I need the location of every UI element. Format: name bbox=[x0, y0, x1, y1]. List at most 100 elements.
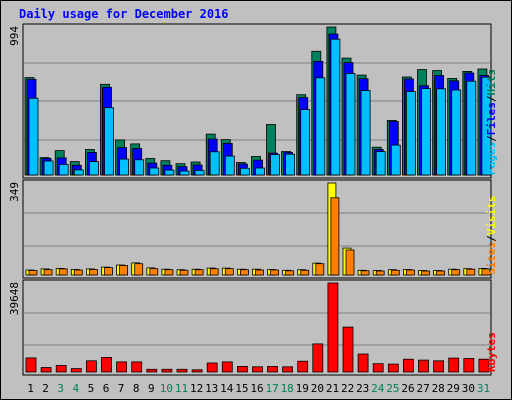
day-label-3: 3 bbox=[57, 382, 64, 395]
day-label-12: 12 bbox=[190, 382, 203, 395]
bar-pages-day-9 bbox=[149, 167, 160, 176]
bar-sites-day-6 bbox=[104, 267, 113, 276]
bar-sites-day-13 bbox=[209, 268, 219, 276]
bar-sites-day-23 bbox=[360, 270, 370, 276]
legend-kbytes: KBytes bbox=[485, 332, 498, 372]
bar-kbytes-day-30 bbox=[463, 358, 475, 373]
day-label-4: 4 bbox=[72, 382, 79, 395]
bar-kbytes-day-4 bbox=[70, 368, 82, 373]
bar-sites-day-14 bbox=[224, 268, 234, 276]
panel-visits-sites: 349 Sites/Visits bbox=[8, 179, 498, 279]
bar-kbytes-day-27 bbox=[418, 359, 429, 373]
bar-pages-day-31 bbox=[481, 76, 492, 176]
bar-sites-day-21 bbox=[330, 197, 340, 276]
bar-kbytes-day-16 bbox=[252, 366, 263, 373]
bar-sites-day-3 bbox=[58, 268, 68, 276]
day-label-19: 19 bbox=[296, 382, 309, 395]
bar-kbytes-day-15 bbox=[236, 365, 248, 373]
legend-item-slash: / bbox=[485, 135, 498, 142]
bar-kbytes-day-7 bbox=[116, 361, 127, 373]
bar-kbytes-day-23 bbox=[357, 353, 369, 373]
bar-sites-day-9 bbox=[149, 268, 159, 276]
bar-sites-day-17 bbox=[270, 269, 279, 276]
chart-title: Daily usage for December 2016 bbox=[19, 7, 229, 21]
day-label-24: 24 bbox=[371, 382, 385, 395]
bar-sites-day-22 bbox=[345, 249, 355, 276]
day-label-7: 7 bbox=[118, 382, 125, 395]
bar-sites-day-31 bbox=[481, 268, 491, 276]
bar-kbytes-day-22 bbox=[342, 326, 354, 373]
legend-item-files: Files bbox=[485, 102, 498, 135]
bar-kbytes-day-6 bbox=[101, 356, 112, 373]
bar-kbytes-day-13 bbox=[206, 362, 218, 373]
day-label-9: 9 bbox=[148, 382, 155, 395]
bar-kbytes-day-5 bbox=[86, 360, 97, 373]
bar-pages-day-12 bbox=[194, 169, 205, 176]
day-label-5: 5 bbox=[88, 382, 95, 395]
bar-pages-day-22 bbox=[345, 73, 356, 176]
ymax-label-kbytes: 39648 bbox=[8, 282, 21, 315]
bar-sites-day-18 bbox=[285, 270, 295, 276]
bar-pages-day-10 bbox=[164, 169, 175, 176]
day-label-18: 18 bbox=[281, 382, 294, 395]
bar-kbytes-day-1 bbox=[25, 357, 37, 373]
bar-pages-day-16 bbox=[255, 167, 265, 176]
bar-pages-day-3 bbox=[58, 163, 69, 176]
day-label-14: 14 bbox=[220, 382, 234, 395]
legend-item-hits: Hits bbox=[485, 69, 498, 96]
bar-kbytes-day-26 bbox=[402, 358, 414, 373]
bar-kbytes-day-3 bbox=[55, 365, 67, 373]
bar-kbytes-day-8 bbox=[131, 361, 143, 373]
bar-pages-day-20 bbox=[315, 77, 326, 176]
day-label-13: 13 bbox=[205, 382, 218, 395]
bar-sites-day-30 bbox=[466, 268, 476, 276]
day-label-6: 6 bbox=[103, 382, 110, 395]
bar-pages-day-26 bbox=[405, 91, 416, 176]
bar-sites-day-15 bbox=[239, 269, 249, 276]
bar-pages-day-29 bbox=[451, 89, 462, 176]
panel-kbytes: 39648 KBytes bbox=[8, 279, 498, 376]
day-label-8: 8 bbox=[133, 382, 140, 395]
bar-kbytes-day-21 bbox=[327, 282, 339, 373]
bar-pages-day-28 bbox=[436, 88, 447, 176]
bar-pages-day-8 bbox=[134, 159, 145, 176]
bar-pages-day-14 bbox=[224, 155, 235, 176]
day-label-22: 22 bbox=[341, 382, 354, 395]
bar-pages-day-21 bbox=[330, 38, 341, 176]
bar-sites-day-7 bbox=[119, 265, 128, 276]
bar-pages-day-4 bbox=[73, 169, 84, 176]
bar-kbytes-day-2 bbox=[40, 367, 52, 373]
legend-visits-sites: Sites/Visits bbox=[485, 196, 498, 276]
legend-item-pages: Pages bbox=[485, 142, 498, 175]
bar-sites-day-28 bbox=[436, 270, 446, 276]
bar-pages-day-18 bbox=[285, 153, 296, 176]
bar-sites-day-19 bbox=[300, 269, 310, 276]
bar-pages-day-24 bbox=[375, 151, 386, 176]
day-label-15: 15 bbox=[235, 382, 248, 395]
bar-kbytes-day-17 bbox=[267, 365, 278, 373]
plot-area-visits-sites bbox=[22, 179, 492, 279]
bar-pages-day-25 bbox=[390, 144, 401, 176]
bar-kbytes-day-12 bbox=[191, 369, 203, 373]
bar-pages-day-19 bbox=[300, 109, 311, 176]
bar-sites-day-20 bbox=[315, 263, 325, 276]
bar-sites-day-12 bbox=[194, 269, 204, 276]
bar-sites-day-5 bbox=[89, 269, 98, 276]
bar-sites-day-8 bbox=[134, 263, 144, 276]
bar-pages-day-5 bbox=[89, 161, 99, 176]
bar-pages-day-11 bbox=[179, 170, 190, 176]
bar-sites-day-26 bbox=[405, 269, 415, 276]
day-label-25: 25 bbox=[386, 382, 399, 395]
bar-kbytes-day-28 bbox=[433, 360, 445, 373]
day-label-1: 1 bbox=[27, 382, 34, 395]
bar-sites-day-29 bbox=[451, 269, 461, 276]
bar-kbytes-day-14 bbox=[221, 361, 233, 373]
legend-item-sites: Sites bbox=[485, 242, 498, 275]
day-label-30: 30 bbox=[462, 382, 475, 395]
bar-sites-day-1 bbox=[28, 270, 38, 276]
day-label-20: 20 bbox=[311, 382, 324, 395]
bar-pages-day-15 bbox=[239, 167, 250, 176]
